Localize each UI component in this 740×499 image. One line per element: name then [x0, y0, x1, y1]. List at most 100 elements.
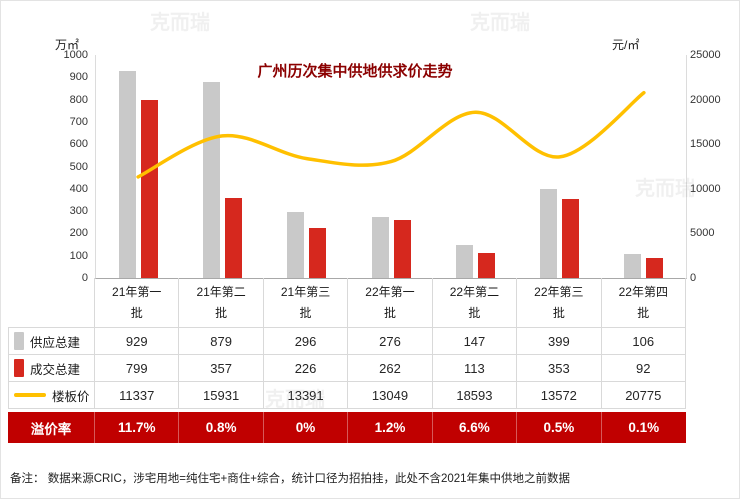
value-cell: 929: [95, 328, 180, 355]
premium-value-cell: 0.1%: [601, 412, 686, 443]
supply-bar-0: [118, 70, 136, 278]
plot-area: [95, 55, 687, 279]
premium-value-cell: 0.5%: [517, 412, 602, 443]
category-label-0: 21年第一批: [95, 278, 180, 328]
value-cell: 13572: [517, 382, 602, 409]
value-cell: 13391: [263, 382, 349, 409]
category-label-text: 22年第三批: [534, 284, 584, 320]
category-label-4: 22年第二批: [432, 278, 518, 328]
category-label-text: 21年第二批: [196, 284, 246, 320]
premium-value-cell: 1.2%: [348, 412, 433, 443]
axis-tick-label: 20000: [690, 93, 721, 106]
value-cell: 147: [432, 328, 518, 355]
premium-label: 溢价率: [8, 412, 95, 443]
supply-bar-6: [624, 254, 642, 278]
right-axis-unit: 元/㎡: [612, 38, 640, 52]
axis-tick-label: 0: [81, 272, 88, 284]
axis-tick-label: 10000: [690, 182, 721, 195]
deal-bar-1: [224, 198, 242, 278]
watermark-logo: 克而瑞: [470, 12, 530, 34]
axis-tick-label: 0: [690, 272, 697, 284]
value-cell: 92: [601, 355, 686, 382]
deal-bar-3: [393, 219, 411, 278]
data-table: 21年第一批 21年第二批 21年第三批 22年第一批 22年第二批 22年第三批 22年第…: [8, 278, 686, 443]
legend-cell: 供应总建: [8, 328, 95, 355]
deal-bar-0: [140, 99, 158, 278]
supply-bar-4: [455, 245, 473, 278]
category-label-text: 21年第三批: [280, 284, 331, 320]
supply-bar-3: [371, 216, 389, 278]
value-cell: 106: [601, 328, 686, 355]
premium-row: 溢价率 11.7% 0.8% 0% 1.2% 6.6% 0.5% 0.1%: [8, 412, 686, 443]
left-axis-ticks: 1000 900 800 700 600 500 400 300 200 100 0: [48, 49, 88, 284]
category-label-5: 22年第三批: [517, 278, 602, 328]
series-row-2: 楼板价 11337 15931 13391 13049 18593 13572 20775: [8, 382, 686, 409]
value-cell: 399: [517, 328, 602, 355]
value-cell: 262: [348, 355, 433, 382]
axis-tick-label: 25000: [690, 49, 721, 61]
left-axis-unit: 万㎡: [55, 38, 80, 52]
floor-price-line-chart: [136, 90, 646, 179]
category-label-text: 22年第二批: [449, 284, 500, 320]
supply-bar-5: [540, 189, 558, 278]
supply-bar-2: [287, 212, 305, 278]
axis-tick-label: 900: [69, 71, 88, 84]
category-label-text: 21年第一批: [112, 284, 162, 320]
right-axis-ticks: 25000 20000 15000 10000 5000 0: [690, 49, 736, 284]
deal-bar-2: [309, 227, 327, 278]
category-row: 21年第一批 21年第二批 21年第三批 22年第一批 22年第二批 22年第三批 22年第…: [8, 278, 686, 328]
footnote: 备注： 数据来源CRIC，涉宅用地=纯住宅+商住+综合，统计口径为招拍挂，此处不…: [10, 473, 571, 485]
category-label-1: 21年第二批: [179, 278, 264, 328]
axis-tick-label: 600: [69, 138, 88, 151]
deal-bar-5: [562, 199, 580, 278]
corner-cell: [8, 278, 95, 328]
value-cell: 20775: [601, 382, 686, 409]
series-row-1: 成交总建 799 357 226 262 113 353 92: [8, 355, 686, 382]
category-label-3: 22年第一批: [348, 278, 433, 328]
axis-tick-label: 200: [69, 227, 88, 240]
axis-tick-label: 500: [69, 160, 88, 173]
legend-cell: 楼板价: [8, 382, 95, 409]
axis-tick-label: 1000: [63, 49, 88, 61]
watermark-logo: 克而瑞: [150, 12, 210, 34]
axis-tick-label: 15000: [690, 138, 721, 151]
category-label-text: 22年第一批: [365, 284, 415, 320]
chart-title: 广州历次集中供地供求价走势: [257, 63, 453, 80]
axis-tick-label: 5000: [690, 227, 715, 240]
bar-legend-icon: [14, 332, 24, 350]
value-cell: 799: [95, 355, 180, 382]
legend-label: 供应总建: [30, 335, 81, 350]
value-cell: 11337: [95, 382, 180, 409]
category-label-2: 21年第三批: [263, 278, 349, 328]
value-cell: 18593: [432, 382, 518, 409]
axis-tick-label: 700: [69, 115, 88, 128]
value-cell: 353: [517, 355, 602, 382]
value-cell: 226: [263, 355, 349, 382]
category-label-6: 22年第四批: [601, 278, 686, 328]
value-cell: 113: [432, 355, 518, 382]
premium-value-cell: 0%: [263, 412, 349, 443]
deal-bar-4: [477, 252, 495, 278]
axis-tick-label: 100: [69, 249, 88, 262]
axis-tick-label: 400: [69, 182, 88, 195]
value-cell: 357: [179, 355, 264, 382]
category-label-text: 22年第四批: [618, 284, 668, 320]
premium-value-cell: 0.8%: [179, 412, 264, 443]
deal-bar-6: [646, 257, 664, 278]
axis-tick-label: 800: [69, 93, 88, 106]
value-cell: 15931: [179, 382, 264, 409]
premium-value-cell: 6.6%: [432, 412, 518, 443]
premium-value-cell: 11.7%: [95, 412, 180, 443]
axis-tick-label: 300: [69, 205, 88, 218]
value-cell: 13049: [348, 382, 433, 409]
value-cell: 296: [263, 328, 349, 355]
bar-legend-icon: [14, 359, 24, 377]
legend-label: 楼板价: [52, 389, 90, 404]
supply-bar-1: [202, 82, 220, 278]
legend-cell: 成交总建: [8, 355, 95, 382]
series-row-0: 供应总建 929 879 296 276 147 399 106: [8, 328, 686, 355]
value-cell: 879: [179, 328, 264, 355]
value-cell: 276: [348, 328, 433, 355]
legend-label: 成交总建: [30, 362, 81, 377]
